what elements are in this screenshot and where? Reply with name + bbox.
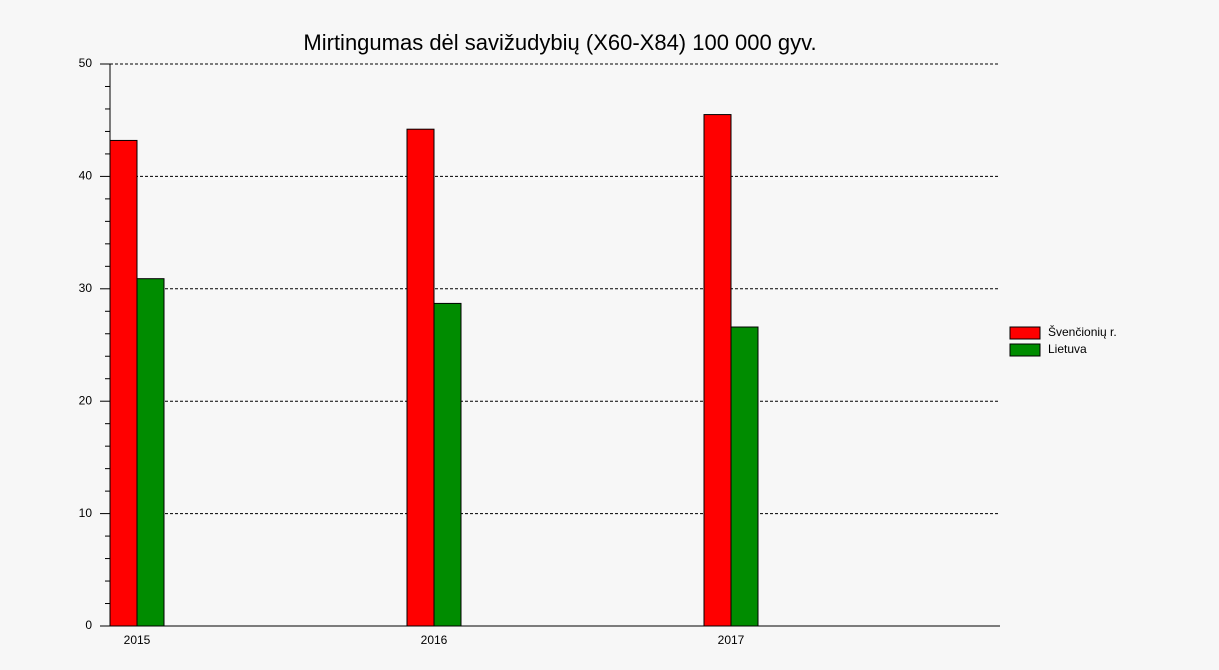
bar (109, 139, 138, 627)
y-tick-label: 50 (79, 56, 93, 70)
legend-label: Lietuva (1048, 342, 1087, 356)
bar (703, 114, 732, 627)
x-tick-label: 2017 (718, 633, 745, 647)
y-tick-label: 30 (79, 281, 93, 295)
legend-swatch (1009, 343, 1041, 357)
legend-swatch (1009, 326, 1041, 340)
y-tick-label: 0 (85, 618, 92, 632)
y-tick-label: 20 (79, 393, 93, 407)
chart-title: Mirtingumas dėl savižudybių (X60-X84) 10… (303, 30, 816, 55)
bar (433, 302, 462, 627)
bar (136, 278, 165, 627)
x-tick-label: 2016 (421, 633, 448, 647)
bar (406, 128, 435, 627)
bar (730, 326, 759, 627)
legend-label: Švenčionių r. (1048, 324, 1117, 339)
y-tick-label: 10 (79, 506, 93, 520)
x-tick-label: 2015 (124, 633, 151, 647)
y-tick-label: 40 (79, 169, 93, 183)
